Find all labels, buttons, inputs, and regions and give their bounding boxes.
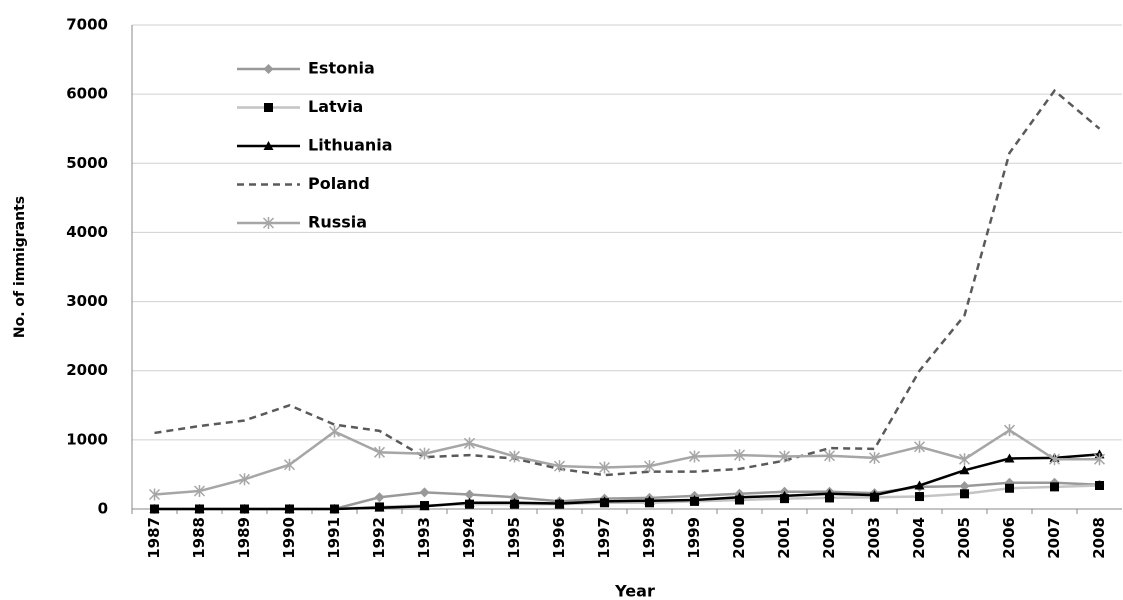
y-tick-label: 0 bbox=[98, 500, 108, 518]
x-tick-label: 1999 bbox=[685, 517, 703, 559]
data-point bbox=[194, 504, 205, 513]
data-point bbox=[1003, 424, 1016, 437]
data-point bbox=[464, 489, 475, 500]
x-axis-label: Year bbox=[614, 582, 655, 600]
x-tick-label: 1998 bbox=[640, 517, 658, 559]
legend-label: Poland bbox=[308, 174, 370, 193]
data-point bbox=[193, 485, 206, 498]
data-point bbox=[374, 502, 385, 512]
x-tick-label: 2007 bbox=[1045, 517, 1063, 559]
legend-marker bbox=[263, 64, 274, 74]
data-point bbox=[554, 498, 565, 508]
x-tick-label: 2001 bbox=[775, 517, 793, 559]
data-point bbox=[1048, 453, 1061, 466]
data-point bbox=[959, 481, 970, 492]
x-tick-label: 1997 bbox=[595, 517, 613, 559]
x-tick-label: 2006 bbox=[1000, 517, 1018, 559]
series-line bbox=[154, 88, 1101, 477]
x-tick-label: 1989 bbox=[235, 517, 253, 559]
y-tick-label: 3000 bbox=[66, 292, 108, 310]
data-point bbox=[598, 461, 611, 474]
legend-label: Lithuania bbox=[308, 136, 393, 155]
data-point bbox=[464, 497, 475, 507]
legend-label: Latvia bbox=[308, 97, 363, 116]
y-tick-label: 1000 bbox=[66, 430, 108, 448]
data-point bbox=[914, 480, 925, 490]
data-point bbox=[283, 458, 296, 471]
x-tick-label: 1996 bbox=[550, 517, 568, 559]
data-point bbox=[374, 492, 385, 503]
y-tick-label: 5000 bbox=[66, 154, 108, 172]
data-point bbox=[1050, 482, 1059, 492]
data-point bbox=[238, 473, 251, 486]
data-point bbox=[825, 493, 834, 503]
data-point bbox=[328, 425, 341, 438]
data-point bbox=[643, 460, 656, 473]
data-point bbox=[824, 488, 835, 498]
legend-marker bbox=[263, 141, 274, 150]
data-point bbox=[419, 487, 430, 498]
data-point bbox=[689, 495, 700, 505]
data-point bbox=[418, 447, 431, 460]
legend-marker bbox=[264, 103, 273, 112]
data-point bbox=[688, 450, 701, 463]
data-point bbox=[149, 504, 160, 513]
data-point bbox=[284, 504, 295, 513]
x-tick-label: 1993 bbox=[415, 517, 433, 559]
x-tick-label: 1991 bbox=[325, 517, 343, 559]
data-point bbox=[239, 504, 250, 513]
series-line bbox=[154, 428, 1100, 496]
y-tick-label: 2000 bbox=[66, 361, 108, 379]
x-tick-label: 2008 bbox=[1090, 517, 1108, 559]
y-tick-label: 6000 bbox=[66, 85, 108, 103]
series-line bbox=[154, 481, 1100, 511]
data-point bbox=[869, 490, 880, 500]
data-point bbox=[1005, 483, 1014, 493]
data-point bbox=[509, 497, 520, 507]
data-point bbox=[960, 489, 969, 499]
data-point bbox=[419, 501, 430, 511]
x-tick-label: 2000 bbox=[730, 517, 748, 559]
x-tick-label: 1990 bbox=[280, 517, 298, 559]
data-point bbox=[644, 495, 655, 505]
data-point bbox=[868, 451, 881, 464]
data-point bbox=[463, 437, 476, 450]
y-tick-label: 7000 bbox=[66, 16, 108, 34]
x-tick-label: 2005 bbox=[955, 517, 973, 559]
series-line bbox=[154, 453, 1100, 511]
data-point bbox=[1095, 480, 1104, 490]
data-point bbox=[1093, 453, 1106, 466]
data-point bbox=[734, 492, 745, 502]
x-tick-label: 2003 bbox=[865, 517, 883, 559]
x-tick-label: 1994 bbox=[460, 517, 478, 559]
data-point bbox=[599, 496, 610, 506]
data-point bbox=[779, 490, 790, 500]
legend-label: Russia bbox=[308, 213, 367, 232]
data-point bbox=[329, 504, 340, 513]
data-point bbox=[959, 465, 970, 475]
legend-marker bbox=[262, 217, 275, 229]
y-axis-label: No. of immigrants bbox=[12, 196, 28, 338]
x-tick-label: 2002 bbox=[820, 517, 838, 559]
x-tick-label: 2004 bbox=[910, 517, 928, 559]
x-tick-label: 1995 bbox=[505, 517, 523, 559]
data-point bbox=[1004, 453, 1015, 463]
data-point bbox=[778, 450, 791, 463]
data-point bbox=[733, 449, 746, 462]
y-tick-label: 4000 bbox=[66, 223, 108, 241]
x-tick-label: 1992 bbox=[370, 517, 388, 559]
data-point bbox=[553, 460, 566, 473]
x-tick-label: 1988 bbox=[190, 517, 208, 559]
data-point bbox=[508, 450, 521, 463]
data-point bbox=[823, 449, 836, 462]
data-point bbox=[915, 492, 924, 502]
x-tick-label: 1987 bbox=[145, 517, 163, 559]
data-point bbox=[958, 453, 971, 466]
legend-label: Estonia bbox=[308, 59, 375, 78]
data-point bbox=[373, 446, 386, 459]
data-point bbox=[913, 440, 926, 453]
data-point bbox=[148, 488, 161, 501]
